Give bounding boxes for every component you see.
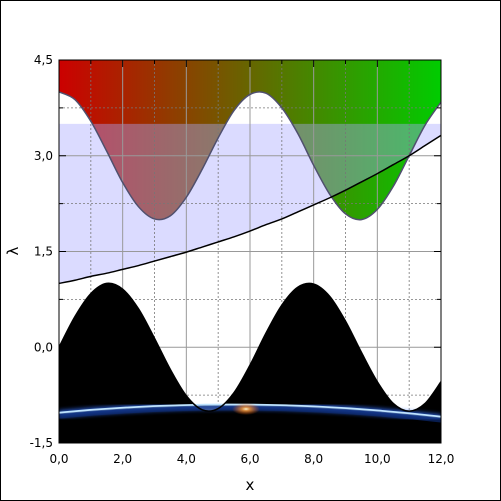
y-axis-label: λ [4, 246, 22, 255]
curves [59, 91, 441, 412]
x-tick-label: 2,0 [113, 452, 132, 466]
x-tick-label: 10,0 [364, 452, 391, 466]
x-tick-label: 0,0 [49, 452, 68, 466]
horizon-glow [59, 402, 441, 423]
y-tick-label: 3,0 [34, 149, 53, 163]
dark-fill [59, 283, 441, 443]
y-tick-label: 0,0 [34, 340, 53, 354]
curve [59, 282, 441, 412]
area-fill [59, 60, 441, 220]
x-tick-label: 12,0 [428, 452, 455, 466]
area-fill [59, 283, 441, 443]
x-tick-label: 8,0 [304, 452, 323, 466]
axes: 0,0 2,0 4,0 6,0 8,0 10,0 12,0 -1,5 0,0 1,5 3,0 4,5 [30, 53, 455, 466]
curve [59, 134, 441, 285]
x-tick-label: 6,0 [240, 452, 259, 466]
x-tick-label: 4,0 [177, 452, 196, 466]
y-tick-label: -1,5 [30, 436, 53, 450]
x-axis-label: x [246, 476, 255, 494]
y-tick-label: 1,5 [34, 245, 53, 259]
y-tick-label: 4,5 [34, 53, 53, 67]
curve [59, 91, 441, 221]
